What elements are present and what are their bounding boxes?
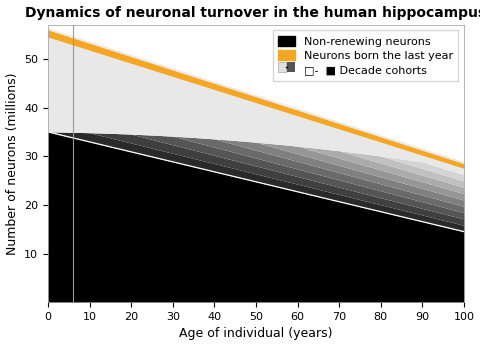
Y-axis label: Number of neurons (millions): Number of neurons (millions)	[6, 72, 19, 255]
Title: Dynamics of neuronal turnover in the human hippocampus: Dynamics of neuronal turnover in the hum…	[25, 6, 480, 20]
Legend: Non-renewing neurons, Neurons born the last year, □-  ■ Decade cohorts: Non-renewing neurons, Neurons born the l…	[273, 30, 458, 81]
X-axis label: Age of individual (years): Age of individual (years)	[179, 327, 333, 340]
